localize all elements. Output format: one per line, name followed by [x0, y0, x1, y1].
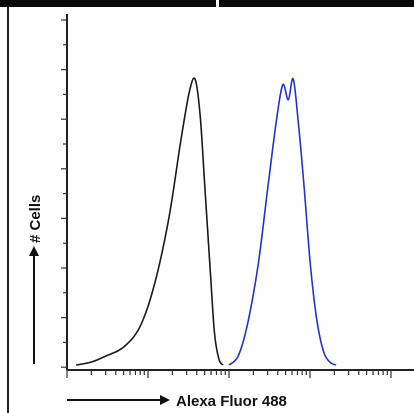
- y-axis-ticks: [61, 19, 67, 368]
- histogram-curves: [76, 77, 337, 366]
- x-axis-arrow-head: [160, 395, 170, 405]
- header-bar-right: [219, 0, 414, 7]
- y-axis-label: # Cells: [27, 195, 44, 243]
- x-axis-label: Alexa Fluor 488: [176, 393, 287, 410]
- header-bar-left: [0, 0, 216, 7]
- sample-histogram-curve: [228, 77, 337, 366]
- x-axis-ticks: [66, 370, 392, 378]
- control-histogram-curve: [76, 77, 224, 366]
- y-axis-arrow-head: [29, 246, 39, 256]
